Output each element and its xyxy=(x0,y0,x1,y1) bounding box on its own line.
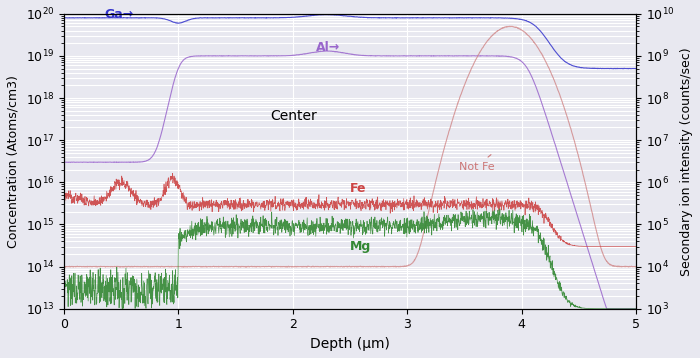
Text: Center: Center xyxy=(270,109,316,123)
Y-axis label: Concentration (Atoms/cm3): Concentration (Atoms/cm3) xyxy=(7,75,20,248)
Text: Fe: Fe xyxy=(350,182,367,195)
Text: Mg: Mg xyxy=(350,240,371,253)
X-axis label: Depth (μm): Depth (μm) xyxy=(310,337,390,351)
Text: Not Fe: Not Fe xyxy=(458,155,494,171)
Text: Ga→: Ga→ xyxy=(104,8,133,21)
Y-axis label: Secondary ion intensity (counts/sec): Secondary ion intensity (counts/sec) xyxy=(680,47,693,276)
Text: Al→: Al→ xyxy=(316,41,340,54)
